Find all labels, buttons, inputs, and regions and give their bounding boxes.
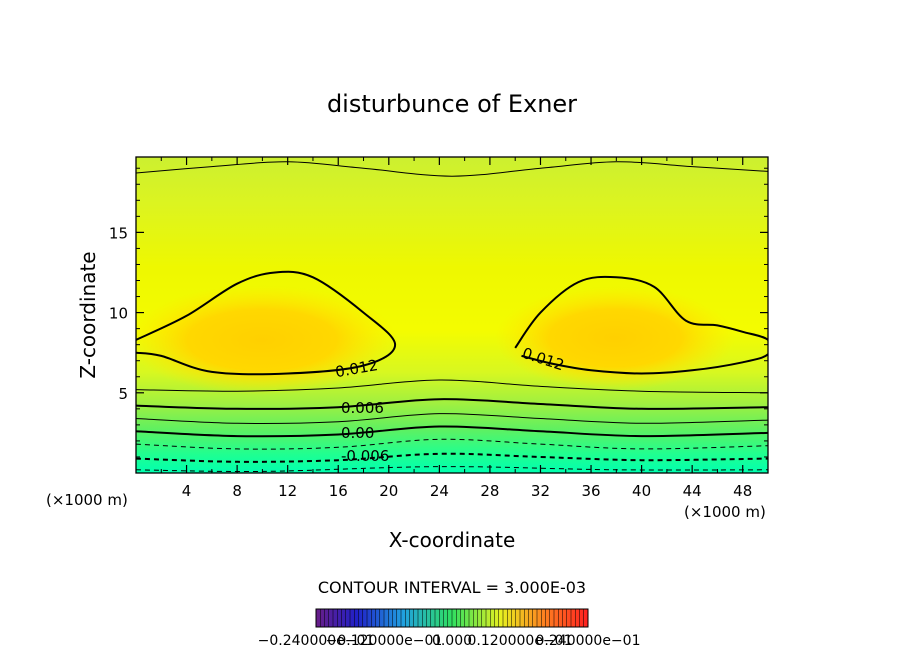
x-tick-label: 24: [430, 482, 449, 500]
colorbar-labels: −0.240000e−01−0.120000e−010.0000.120000e…: [258, 633, 641, 649]
colorbar-label: 0.000: [432, 633, 472, 649]
colorbar-frame: [315, 608, 589, 628]
contour-line-4: [136, 425, 768, 438]
x-unit-right: (×1000 m): [684, 503, 766, 521]
colorbar-label: −0.120000e−01: [326, 633, 443, 649]
y-axis-label: Z-coordinate: [76, 251, 100, 378]
colorbar-label: 0.120000e−01: [468, 633, 573, 649]
x-tick-label: 16: [329, 482, 348, 500]
x-tick-label: 4: [182, 482, 192, 500]
chart-title: disturbunce of Exner: [327, 90, 577, 118]
y-tick-label: 10: [109, 305, 128, 323]
colorbar-label: −0.240000e−01: [258, 633, 375, 649]
x-axis-label: X-coordinate: [389, 528, 516, 552]
contour-label-000: 0.00: [341, 424, 374, 442]
x-tick-label: 32: [531, 482, 550, 500]
maximum-blob-right: [495, 286, 735, 390]
maximum-blob-left: [136, 285, 397, 395]
x-tick-label: 44: [683, 482, 702, 500]
contour-label-0006: 0.006: [341, 399, 384, 417]
contour-interval-text: CONTOUR INTERVAL = 3.000E-03: [318, 578, 586, 597]
y-tick-label: 5: [118, 385, 128, 403]
contour-lines: [136, 161, 768, 472]
contour-closed-1: [514, 275, 768, 375]
contour-line-1: [136, 379, 768, 394]
x-tick-label: 8: [232, 482, 242, 500]
x-tick-label: 48: [733, 482, 752, 500]
contour-line-3: [136, 413, 768, 424]
contour-line-6: [136, 452, 768, 463]
x-unit-left: (×1000 m): [46, 491, 128, 509]
contour-label-neg0006: -0.006: [341, 447, 389, 465]
x-tick-label: 20: [379, 482, 398, 500]
colorbar-label: 0.240000e−01: [536, 633, 641, 649]
y-tick-label: 15: [109, 224, 128, 242]
plot-area: [136, 157, 768, 473]
x-tick-label: 12: [278, 482, 297, 500]
contour-closed-0: [136, 270, 397, 376]
contour-line-2: [136, 398, 768, 410]
contour-line-5: [136, 438, 768, 450]
contour-line-7: [136, 466, 768, 472]
colorbar: [315, 608, 589, 628]
colorbar-ticks: [320, 609, 584, 627]
x-tick-label: 36: [581, 482, 600, 500]
plot-frame: [135, 156, 769, 474]
x-tick-label: 28: [480, 482, 499, 500]
x-tick-label: 40: [632, 482, 651, 500]
